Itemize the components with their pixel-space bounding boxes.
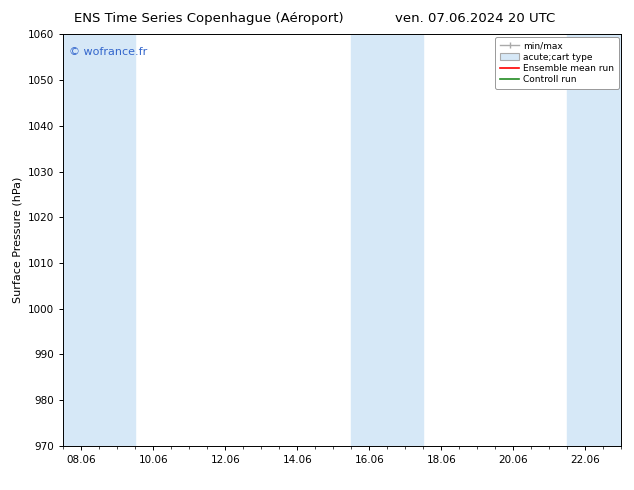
- Text: ven. 07.06.2024 20 UTC: ven. 07.06.2024 20 UTC: [396, 12, 555, 25]
- Legend: min/max, acute;cart type, Ensemble mean run, Controll run: min/max, acute;cart type, Ensemble mean …: [495, 37, 619, 89]
- Text: ENS Time Series Copenhague (Aéroport): ENS Time Series Copenhague (Aéroport): [74, 12, 344, 25]
- Bar: [567, 34, 621, 446]
- Text: © wofrance.fr: © wofrance.fr: [69, 47, 147, 57]
- Bar: [63, 34, 136, 446]
- Y-axis label: Surface Pressure (hPa): Surface Pressure (hPa): [13, 177, 23, 303]
- Bar: [351, 34, 424, 446]
